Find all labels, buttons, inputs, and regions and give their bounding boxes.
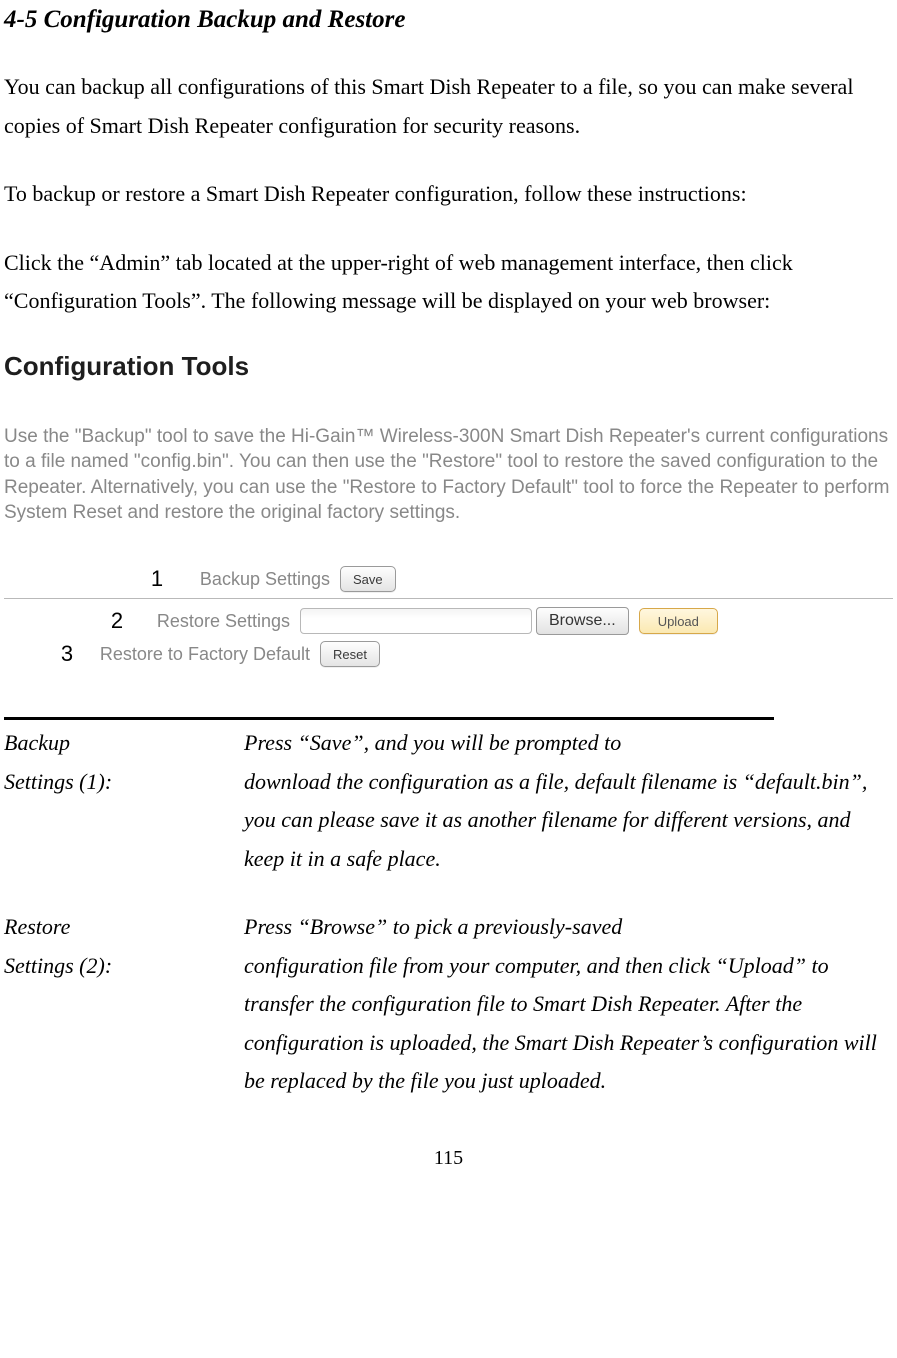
definitions-rule [4, 717, 774, 720]
restore-file-input[interactable] [300, 608, 532, 634]
save-button[interactable]: Save [340, 566, 396, 592]
definitions-block: Backup Press “Save”, and you will be pro… [4, 724, 884, 1101]
row-number-2: 2 [104, 608, 130, 634]
def1-body-line1: Press “Save”, and you will be prompted t… [244, 730, 621, 755]
section-title: 4-5 Configuration Backup and Restore [4, 6, 893, 34]
mock-heading: Configuration Tools [4, 351, 893, 382]
upload-button[interactable]: Upload [639, 608, 718, 634]
def2-body-rest: configuration file from your computer, a… [244, 953, 877, 1094]
mock-description: Use the "Backup" tool to save the Hi-Gai… [4, 424, 893, 527]
config-tools-screenshot: Configuration Tools Use the "Backup" too… [4, 351, 893, 668]
def1-term-line2: Settings (1): [4, 769, 112, 794]
backup-settings-row: 1 Backup Settings Save [4, 566, 893, 592]
restore-factory-label: Restore to Factory Default [80, 644, 310, 665]
backup-settings-label: Backup Settings [170, 569, 330, 590]
def1-term-line1: Backup [4, 730, 70, 755]
def2-term-line2: Settings (2): [4, 953, 112, 978]
row-number-1: 1 [144, 566, 170, 592]
browse-button[interactable]: Browse... [536, 607, 629, 635]
restore-factory-row: 3 Restore to Factory Default Reset [4, 641, 893, 667]
def1-body-rest: download the configuration as a file, de… [244, 769, 867, 871]
restore-settings-row: 2 Restore Settings Browse... Upload [4, 607, 893, 635]
paragraph-1: You can backup all configurations of thi… [4, 68, 893, 145]
restore-settings-label: Restore Settings [130, 611, 290, 632]
def2-body-line1: Press “Browse” to pick a previously-save… [244, 914, 622, 939]
paragraph-2: To backup or restore a Smart Dish Repeat… [4, 175, 893, 214]
def2-term-line1: Restore [4, 914, 70, 939]
paragraph-3: Click the “Admin” tab located at the upp… [4, 244, 893, 321]
divider [4, 598, 893, 599]
page-number: 115 [4, 1147, 893, 1170]
reset-button[interactable]: Reset [320, 641, 380, 667]
row-number-3: 3 [54, 641, 80, 667]
